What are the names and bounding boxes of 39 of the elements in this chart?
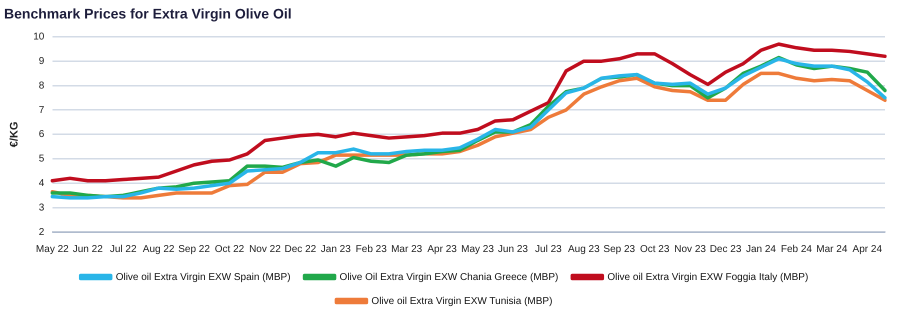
x-tick-label: Jun 22 xyxy=(72,244,104,255)
x-tick-label: Jul 23 xyxy=(535,244,562,255)
x-tick-label: May 23 xyxy=(461,244,494,255)
y-axis-title: €/KG xyxy=(8,122,21,148)
x-tick-label: Jan 23 xyxy=(320,244,352,255)
y-tick-label: 6 xyxy=(38,129,45,140)
legend-label: Olive Oil Extra Virgin EXW Chania Greece (MBP) xyxy=(340,272,558,283)
y-tick-label: 2 xyxy=(38,226,45,238)
x-tick-label: Apr 23 xyxy=(427,244,458,255)
x-tick-label: Sep 23 xyxy=(603,244,636,255)
x-tick-label: Nov 23 xyxy=(674,244,706,255)
x-tick-label: Mar 24 xyxy=(816,244,848,255)
chart-title: Benchmark Prices for Extra Virgin Olive Oil xyxy=(4,5,292,22)
x-tick-label: Nov 22 xyxy=(249,244,282,255)
x-tick-label: Dec 22 xyxy=(284,244,317,255)
legend-label: Olive oil Extra Virgin EXW Tunisia (MBP) xyxy=(371,296,552,307)
legend-label: Olive oil Extra Virgin EXW Foggia Italy (MBP) xyxy=(607,272,808,283)
x-tick-label: Jul 22 xyxy=(110,244,137,255)
y-tick-label: 7 xyxy=(38,104,45,116)
x-tick-label: Sep 22 xyxy=(178,244,210,255)
y-tick-label: 4 xyxy=(38,178,45,189)
x-tick-label: Aug 22 xyxy=(142,244,175,255)
x-tick-label: Jan 24 xyxy=(746,244,776,255)
y-tick-label: 5 xyxy=(38,154,45,165)
x-tick-label: Aug 23 xyxy=(568,244,600,255)
y-tick-label: 8 xyxy=(38,80,45,92)
x-tick-label: Mar 23 xyxy=(391,244,423,255)
y-tick-label: 9 xyxy=(38,56,45,67)
x-tick-label: May 22 xyxy=(36,244,70,255)
x-tick-label: Oct 23 xyxy=(640,244,670,255)
x-tick-label: Dec 23 xyxy=(710,244,742,255)
y-tick-label: 3 xyxy=(38,202,45,214)
x-tick-label: Oct 22 xyxy=(214,244,245,255)
legend-label: Olive oil Extra Virgin EXW Spain (MBP) xyxy=(116,272,291,283)
x-tick-label: Feb 23 xyxy=(356,244,388,255)
x-tick-label: Jun 23 xyxy=(498,244,528,255)
x-tick-label: Feb 24 xyxy=(780,244,812,255)
x-tick-label: Apr 24 xyxy=(852,244,882,255)
y-tick-label: 10 xyxy=(33,32,45,43)
